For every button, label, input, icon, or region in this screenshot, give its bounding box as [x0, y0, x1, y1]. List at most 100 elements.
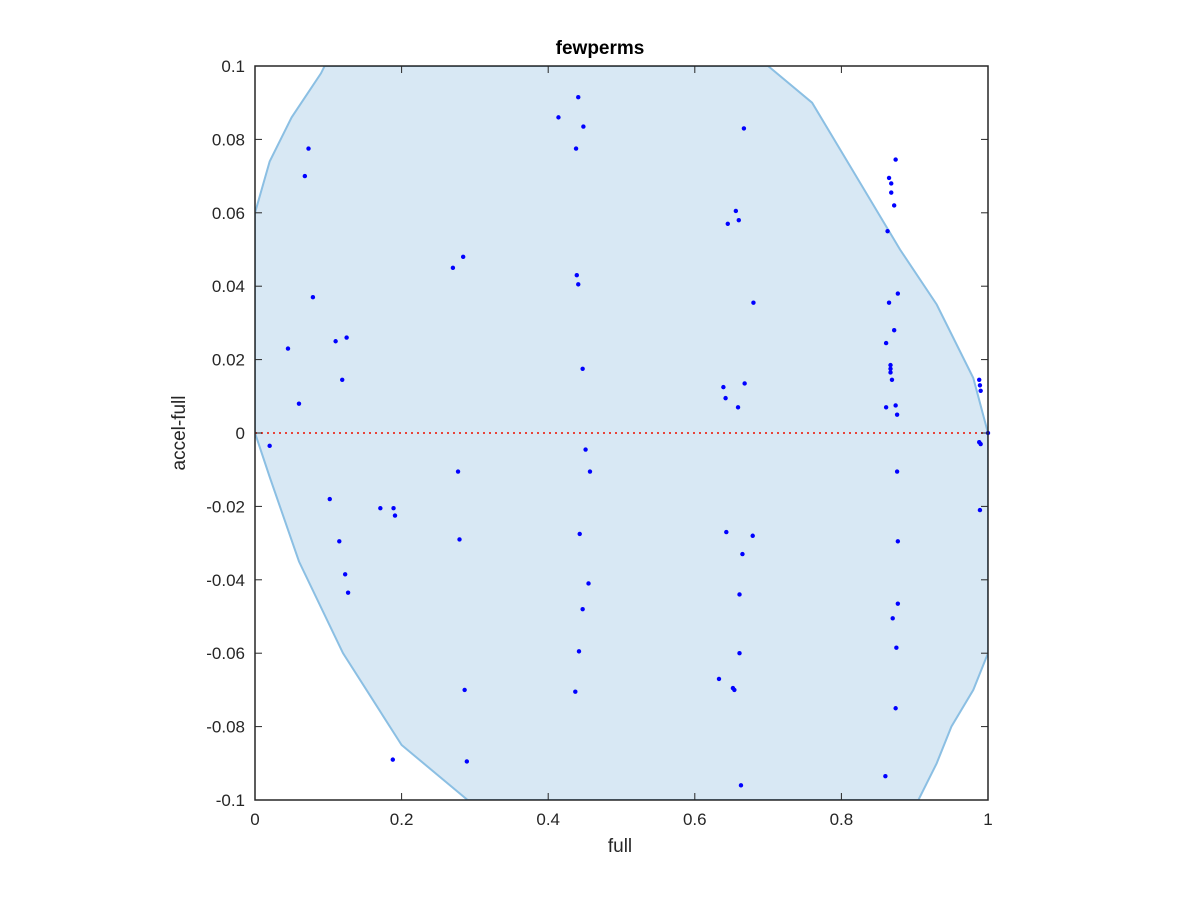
y-tick-label: -0.1 [216, 791, 245, 810]
data-point [577, 531, 582, 537]
y-tick-label: 0 [236, 424, 245, 443]
data-point [737, 592, 742, 597]
plot-area [254, 65, 991, 801]
data-point [302, 173, 308, 179]
data-point [883, 773, 888, 779]
y-tick-label: 0.1 [221, 57, 245, 76]
data-point [894, 469, 900, 474]
data-point [587, 469, 593, 474]
data-point [457, 537, 462, 542]
data-point [895, 291, 901, 296]
data-point [888, 362, 893, 368]
data-point [576, 282, 581, 287]
chart-title: fewperms [556, 38, 645, 59]
data-point [893, 403, 898, 408]
data-point [978, 388, 983, 393]
data-point [724, 529, 729, 535]
x-tick-label: 0.2 [390, 810, 414, 829]
x-tick-label: 0 [250, 810, 259, 829]
y-tick-label: 0.08 [212, 130, 245, 149]
x-tick-label: 0.4 [536, 810, 560, 829]
data-point [556, 115, 561, 120]
data-point [889, 190, 894, 195]
y-tick-label: -0.06 [206, 644, 245, 663]
x-tick-label: 0.6 [683, 810, 707, 829]
data-point [885, 228, 890, 234]
data-point [733, 208, 739, 214]
data-point [340, 377, 345, 382]
data-point [580, 366, 585, 371]
data-point [888, 370, 893, 375]
data-point [573, 689, 578, 694]
data-point [883, 405, 889, 410]
data-point [310, 295, 316, 300]
y-tick-label: 0.04 [212, 277, 245, 296]
data-point [725, 221, 730, 227]
data-point [732, 687, 737, 693]
data-point [888, 366, 893, 371]
data-point [736, 217, 741, 223]
data-point [977, 377, 982, 382]
data-point [977, 507, 983, 513]
data-point [890, 616, 895, 621]
data-point [285, 346, 291, 351]
x-axis: 0 0.2 0.4 0.6 0.8 1 [250, 66, 993, 829]
data-point [716, 676, 722, 682]
data-point [344, 335, 349, 340]
y-tick-label: -0.04 [206, 571, 245, 590]
data-point [737, 651, 742, 656]
y-axis: -0.1 -0.08 -0.06 -0.04 -0.02 0 0.02 0.04 0.06 0.0… [206, 57, 988, 810]
data-point [296, 401, 302, 406]
data-point [886, 175, 892, 181]
data-point [893, 157, 898, 162]
data-point [889, 377, 895, 382]
data-point [894, 412, 900, 417]
data-point [574, 272, 579, 278]
data-point [891, 328, 897, 333]
data-point [740, 551, 745, 557]
y-tick-label: 0.02 [212, 351, 245, 370]
data-point [742, 381, 747, 386]
data-point [576, 94, 581, 100]
data-point [306, 146, 311, 151]
data-point [333, 339, 338, 344]
data-point [895, 539, 901, 544]
data-point [345, 590, 351, 595]
x-tick-label: 1 [983, 810, 992, 829]
data-point [583, 447, 588, 452]
data-point [267, 443, 272, 449]
data-point [894, 645, 899, 650]
data-point [327, 496, 332, 502]
data-point [721, 384, 726, 390]
data-point [889, 181, 894, 186]
data-point [342, 572, 348, 577]
data-point [462, 687, 467, 693]
data-point [735, 405, 741, 410]
data-point [378, 506, 383, 511]
data-point [978, 441, 983, 447]
data-point [460, 254, 466, 260]
data-point [895, 601, 901, 606]
data-point [723, 395, 728, 401]
data-point [886, 300, 892, 305]
y-axis-label: accel-full [169, 396, 190, 471]
data-point [576, 649, 582, 654]
data-point [391, 506, 396, 511]
data-point [450, 265, 456, 271]
data-point [390, 757, 396, 762]
data-point [392, 513, 398, 518]
data-point [573, 146, 579, 151]
y-tick-label: -0.08 [206, 718, 245, 737]
x-axis-label: full [608, 836, 632, 857]
data-point [751, 300, 756, 305]
y-tick-label: 0.06 [212, 204, 245, 223]
data-point [337, 539, 342, 544]
data-point [738, 783, 744, 788]
data-point [464, 759, 470, 764]
data-point [580, 606, 585, 612]
data-point [581, 124, 586, 129]
data-point [741, 126, 747, 131]
data-point [977, 383, 983, 388]
data-point [883, 340, 889, 346]
